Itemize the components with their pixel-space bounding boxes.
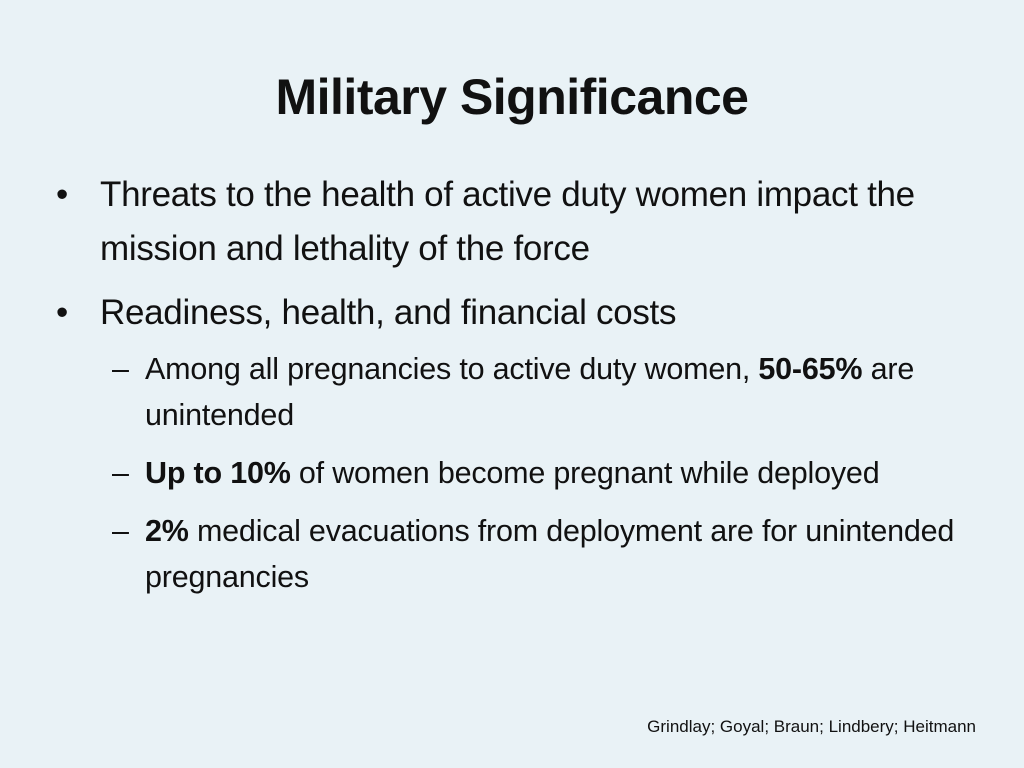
sub-bullet-emphasis: Up to 10% xyxy=(145,456,291,490)
sub-bullet-text-after: of women become pregnant while deployed xyxy=(290,456,880,490)
dash-marker: – xyxy=(112,514,129,548)
slide-body: • Threats to the health of active duty w… xyxy=(56,168,966,600)
bullet-text: Threats to the health of active duty wom… xyxy=(100,175,915,268)
dash-marker: – xyxy=(112,456,129,490)
sub-bullet-emphasis: 2% xyxy=(145,514,189,548)
sub-bullet-emphasis: 50-65% xyxy=(758,352,863,386)
bullet-item: • Readiness, health, and financial costs xyxy=(56,286,966,340)
bullet-item: • Threats to the health of active duty w… xyxy=(56,168,966,276)
bullet-text: Readiness, health, and financial costs xyxy=(100,293,677,332)
sub-bullet-item: – Up to 10% of women become pregnant whi… xyxy=(56,450,966,496)
dash-marker: – xyxy=(112,352,129,386)
bullet-marker: • xyxy=(56,175,68,214)
bullet-marker: • xyxy=(56,293,68,332)
slide-title: Military Significance xyxy=(275,69,749,125)
sub-bullet-text-after: medical evacuations from deployment are … xyxy=(145,514,955,594)
citation: Grindlay; Goyal; Braun; Lindbery; Heitma… xyxy=(647,717,976,736)
sub-bullet-text-after: are unintended xyxy=(145,352,915,432)
sub-bullet-text-before: Among all pregnancies to active duty wom… xyxy=(145,352,759,386)
sub-bullet-item: – 2% medical evacuations from deployment… xyxy=(56,508,966,600)
sub-bullet-item: – Among all pregnancies to active duty w… xyxy=(56,346,966,438)
